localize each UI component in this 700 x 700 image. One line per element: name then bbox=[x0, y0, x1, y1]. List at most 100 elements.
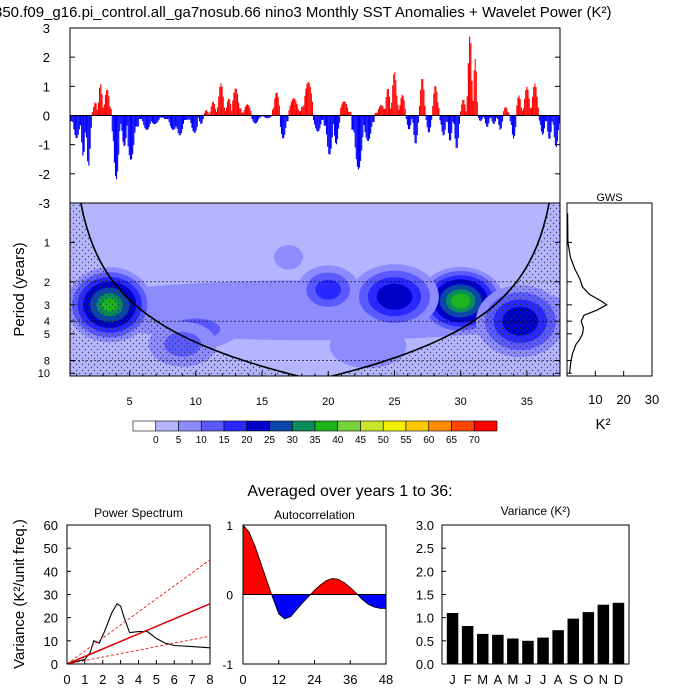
sst-anomaly-bar bbox=[551, 115, 553, 122]
sst-anomaly-bar bbox=[280, 115, 283, 135]
sst-anomaly-bar bbox=[348, 111, 350, 116]
variance-month-label: J bbox=[449, 672, 456, 687]
sst-anomaly-bar bbox=[241, 112, 243, 116]
sst-anomaly-bar bbox=[169, 115, 171, 126]
sst-anomaly-bar bbox=[90, 115, 92, 128]
sst-anomaly-bar bbox=[446, 115, 448, 122]
sst-anomaly-bar bbox=[288, 109, 290, 116]
sst-anomaly-bar bbox=[490, 115, 492, 118]
sst-anomaly-bar bbox=[155, 115, 157, 124]
sst-anomaly-bar bbox=[475, 71, 477, 116]
sst-anomaly-bar bbox=[245, 104, 248, 116]
sst-anomaly-bar bbox=[132, 115, 134, 155]
sst-anomaly-bar bbox=[454, 115, 456, 139]
sst-anomaly-bar bbox=[165, 115, 167, 120]
sst-anomaly-bar bbox=[409, 115, 411, 130]
sst-anomaly-bar bbox=[447, 115, 449, 134]
sst-anomaly-bar bbox=[277, 97, 279, 116]
gws-frame bbox=[566, 202, 653, 377]
sst-anomaly-bar bbox=[400, 98, 402, 116]
sst-anomaly-bar bbox=[352, 115, 354, 130]
sst-anomaly-bar bbox=[375, 112, 377, 116]
gws-xtick-label: 10 bbox=[588, 392, 602, 407]
sst-anomaly-bar bbox=[456, 115, 458, 148]
sst-anomaly-bar bbox=[146, 115, 148, 131]
sst-anomaly-bar bbox=[548, 115, 550, 139]
sst-anomaly-bar bbox=[290, 101, 292, 116]
sst-anomaly-bar bbox=[330, 115, 332, 149]
sst-anomaly-bar bbox=[135, 115, 137, 127]
sst-anomaly-bar bbox=[78, 115, 80, 130]
sst-anomaly-bar bbox=[493, 115, 495, 124]
variance-month-label: N bbox=[599, 672, 608, 687]
sst-anomaly-bar bbox=[415, 115, 417, 144]
sst-anomaly-bar bbox=[167, 115, 169, 120]
sst-anomaly-bar bbox=[445, 115, 447, 122]
sst-anomaly-bar bbox=[359, 115, 361, 168]
wavelet-xtick-label: 15 bbox=[256, 396, 268, 408]
sst-anomaly-bar bbox=[204, 110, 207, 116]
sst-anomaly-bar bbox=[455, 115, 457, 148]
sst-anomaly-bar bbox=[344, 101, 346, 116]
sst-anomaly-bar bbox=[182, 115, 185, 124]
variance-bar bbox=[612, 602, 625, 664]
sst-anomaly-bar bbox=[417, 115, 419, 123]
sst-anomaly-bar bbox=[462, 99, 464, 116]
power-spectrum-ytick-label: 60 bbox=[44, 518, 58, 533]
sst-anomaly-bar bbox=[267, 115, 269, 119]
sst-anomaly-bar bbox=[314, 115, 316, 125]
sst-anomaly-bar bbox=[474, 58, 476, 116]
sst-anomaly-bar bbox=[254, 115, 256, 124]
sst-anomaly-bar bbox=[111, 115, 113, 132]
sst-anomaly-bar bbox=[436, 91, 438, 116]
power-spectrum-xtick-label: 8 bbox=[206, 672, 213, 687]
sst-anomaly-bar bbox=[130, 115, 133, 160]
sst-anomaly-bar bbox=[287, 115, 289, 122]
sst-anomaly-bar bbox=[172, 115, 174, 130]
sst-anomaly-bar bbox=[212, 101, 214, 116]
sst-anomaly-bar bbox=[350, 111, 352, 116]
sst-anomaly-bar bbox=[202, 115, 204, 120]
sst-anomaly-bar bbox=[522, 108, 525, 116]
wavelet-ytick-label: 1 bbox=[44, 237, 50, 249]
autocorrelation-fill bbox=[332, 578, 339, 595]
power-spectrum-upper-bound bbox=[66, 559, 211, 665]
sst-anomaly-bar bbox=[473, 70, 475, 116]
sst-anomaly-bar bbox=[342, 102, 344, 116]
sst-anomaly-bar bbox=[530, 107, 532, 116]
sst-anomaly-bar bbox=[381, 105, 383, 116]
sst-anomaly-bar bbox=[499, 115, 501, 130]
sst-anomaly-bar bbox=[520, 107, 522, 116]
sst-anomaly-bar bbox=[207, 111, 209, 116]
sst-anomaly-bar bbox=[500, 115, 502, 129]
autocorrelation-xtick-label: 48 bbox=[379, 672, 393, 687]
variance-ytick-label: 0.0 bbox=[416, 657, 434, 672]
power-spectrum-ytick-label: 30 bbox=[44, 588, 58, 603]
autocorrelation-ytick-label: -1 bbox=[222, 658, 233, 672]
autocorrelation-xtick-label: 0 bbox=[239, 672, 246, 687]
variance-ytick-label: 1.5 bbox=[416, 588, 434, 603]
wavelet-ytick-label: 4 bbox=[44, 316, 50, 328]
colorbar-label: 0 bbox=[153, 435, 159, 446]
sst-anomaly-bar bbox=[297, 108, 299, 116]
sst-anomaly-bar bbox=[332, 115, 334, 124]
sst-anomaly-bar bbox=[534, 83, 536, 116]
sst-anomaly-bar bbox=[302, 106, 304, 116]
sst-anomaly-bar bbox=[480, 115, 482, 122]
wavelet-xtick-label: 10 bbox=[190, 396, 202, 408]
autocorrelation-fill bbox=[284, 594, 291, 620]
sst-anomaly-bar bbox=[232, 100, 234, 116]
sst-anomaly-bar bbox=[143, 115, 145, 125]
sst-anomaly-bar bbox=[380, 105, 382, 116]
sst-anomaly-bar bbox=[406, 115, 408, 126]
sst-anomaly-bar bbox=[166, 115, 168, 120]
sst-anomaly-bar bbox=[133, 115, 135, 146]
colorbar-label: 15 bbox=[218, 435, 230, 446]
sst-anomaly-bar bbox=[318, 115, 320, 131]
colorbar: 0 5 10 15 20 25 30 35 40 45 50 55 60 65 70 bbox=[132, 420, 498, 446]
wavelet-ytick-label: 8 bbox=[44, 356, 50, 368]
sst-ytick-label: 1 bbox=[43, 79, 50, 94]
sst-anomaly-bar bbox=[150, 115, 152, 122]
sst-anomaly-bar bbox=[308, 82, 310, 116]
